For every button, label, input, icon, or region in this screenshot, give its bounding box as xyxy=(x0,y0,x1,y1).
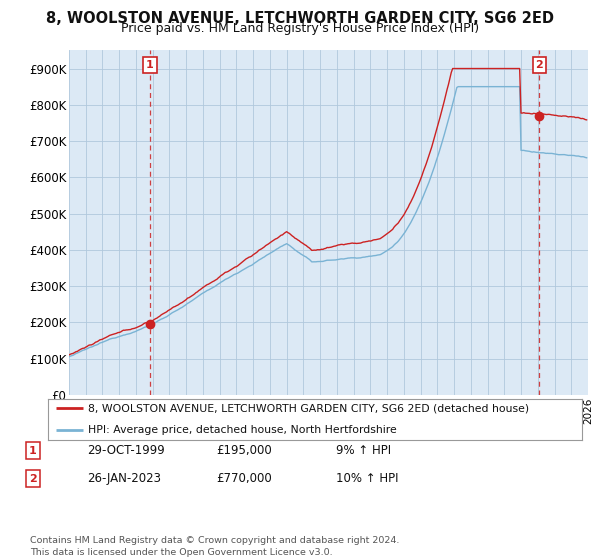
Text: 1: 1 xyxy=(146,60,154,70)
Text: 10% ↑ HPI: 10% ↑ HPI xyxy=(336,472,398,486)
Text: 26-JAN-2023: 26-JAN-2023 xyxy=(87,472,161,486)
Text: 8, WOOLSTON AVENUE, LETCHWORTH GARDEN CITY, SG6 2ED: 8, WOOLSTON AVENUE, LETCHWORTH GARDEN CI… xyxy=(46,11,554,26)
Text: £770,000: £770,000 xyxy=(216,472,272,486)
Text: Price paid vs. HM Land Registry's House Price Index (HPI): Price paid vs. HM Land Registry's House … xyxy=(121,22,479,35)
Text: 9% ↑ HPI: 9% ↑ HPI xyxy=(336,444,391,458)
Text: 2: 2 xyxy=(535,60,543,70)
Text: Contains HM Land Registry data © Crown copyright and database right 2024.
This d: Contains HM Land Registry data © Crown c… xyxy=(30,536,400,557)
Text: 8, WOOLSTON AVENUE, LETCHWORTH GARDEN CITY, SG6 2ED (detached house): 8, WOOLSTON AVENUE, LETCHWORTH GARDEN CI… xyxy=(88,403,529,413)
Text: 1: 1 xyxy=(29,446,37,456)
Text: 2: 2 xyxy=(29,474,37,484)
Text: £195,000: £195,000 xyxy=(216,444,272,458)
Text: 29-OCT-1999: 29-OCT-1999 xyxy=(87,444,165,458)
Text: HPI: Average price, detached house, North Hertfordshire: HPI: Average price, detached house, Nort… xyxy=(88,424,397,435)
